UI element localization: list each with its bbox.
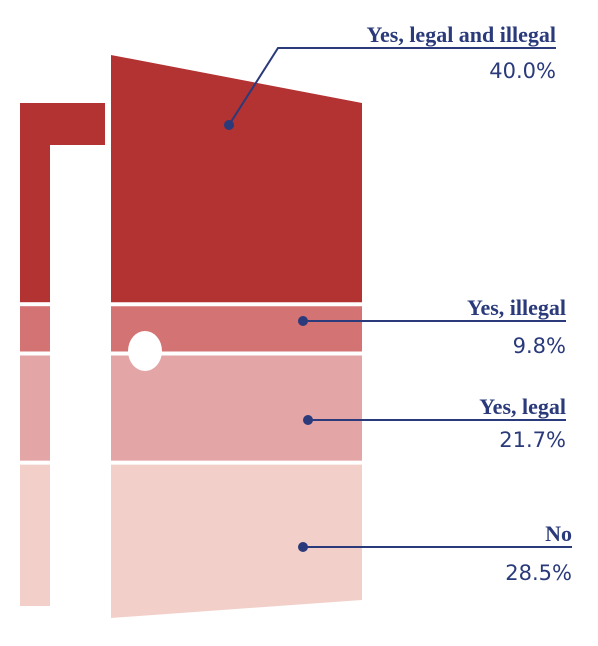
- door-segment: [111, 306, 362, 352]
- door-knob: [128, 331, 162, 371]
- frame-segment: [20, 306, 50, 352]
- value-label: 9.8%: [513, 334, 566, 358]
- frame-top: [20, 103, 105, 145]
- door-segment: [111, 355, 362, 461]
- category-label: No: [545, 521, 572, 546]
- category-label: Yes, illegal: [467, 295, 566, 320]
- leader-dot: [298, 316, 308, 326]
- frame-segment: [20, 355, 50, 461]
- leader-dot: [303, 415, 313, 425]
- door-segment: [111, 55, 362, 303]
- category-label: Yes, legal: [479, 394, 566, 419]
- leader-line: [228, 47, 556, 126]
- category-label: Yes, legal and illegal: [367, 22, 556, 47]
- value-label: 40.0%: [489, 59, 556, 83]
- value-label: 21.7%: [499, 428, 566, 452]
- leader-dot: [224, 120, 234, 130]
- value-label: 28.5%: [505, 561, 572, 585]
- frame-segment: [20, 464, 50, 606]
- door-segment: [111, 464, 362, 618]
- leader-dot: [298, 542, 308, 552]
